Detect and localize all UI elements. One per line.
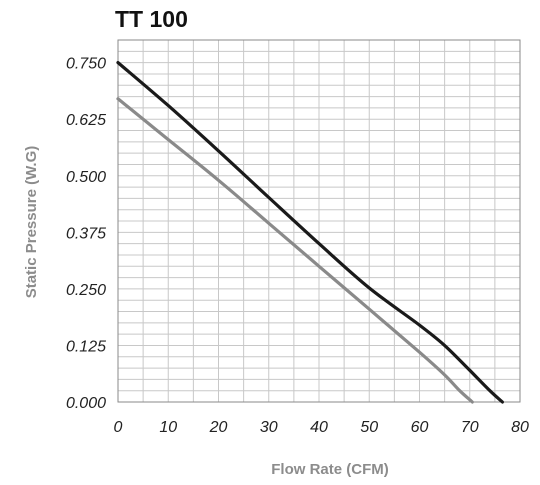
series-line-dark bbox=[116, 61, 504, 404]
series-line-gray bbox=[116, 97, 474, 404]
x-tick-label: 20 bbox=[209, 419, 228, 436]
y-tick-label: 0.625 bbox=[66, 112, 106, 129]
x-tick-label: 0 bbox=[114, 419, 123, 436]
y-tick-label: 0.375 bbox=[66, 225, 106, 242]
y-tick-label: 0.250 bbox=[66, 282, 106, 299]
x-tick-label: 50 bbox=[360, 419, 378, 436]
y-tick-label: 0.750 bbox=[66, 56, 106, 73]
y-tick-label: 0.500 bbox=[66, 169, 106, 186]
x-tick-label: 30 bbox=[260, 419, 278, 436]
x-tick-label: 40 bbox=[310, 419, 328, 436]
x-tick-label: 80 bbox=[511, 419, 529, 436]
series-lines bbox=[116, 61, 504, 404]
x-tick-label: 70 bbox=[461, 419, 479, 436]
y-tick-labels: 0.000 0.125 0.250 0.375 0.500 0.625 0.750 bbox=[66, 56, 106, 412]
x-axis-label: Flow Rate (CFM) bbox=[271, 461, 389, 478]
y-axis-label: Static Pressure (W.G) bbox=[23, 146, 40, 299]
y-tick-label: 0.125 bbox=[66, 338, 106, 355]
plot-area-frame bbox=[117, 39, 521, 403]
chart-grid bbox=[117, 39, 521, 403]
y-tick-label: 0.000 bbox=[66, 395, 106, 412]
x-tick-labels: 0 10 20 30 40 50 60 70 80 bbox=[114, 419, 529, 436]
chart-title: TT 100 bbox=[115, 6, 188, 32]
x-tick-label: 60 bbox=[411, 419, 429, 436]
x-tick-label: 10 bbox=[159, 419, 177, 436]
